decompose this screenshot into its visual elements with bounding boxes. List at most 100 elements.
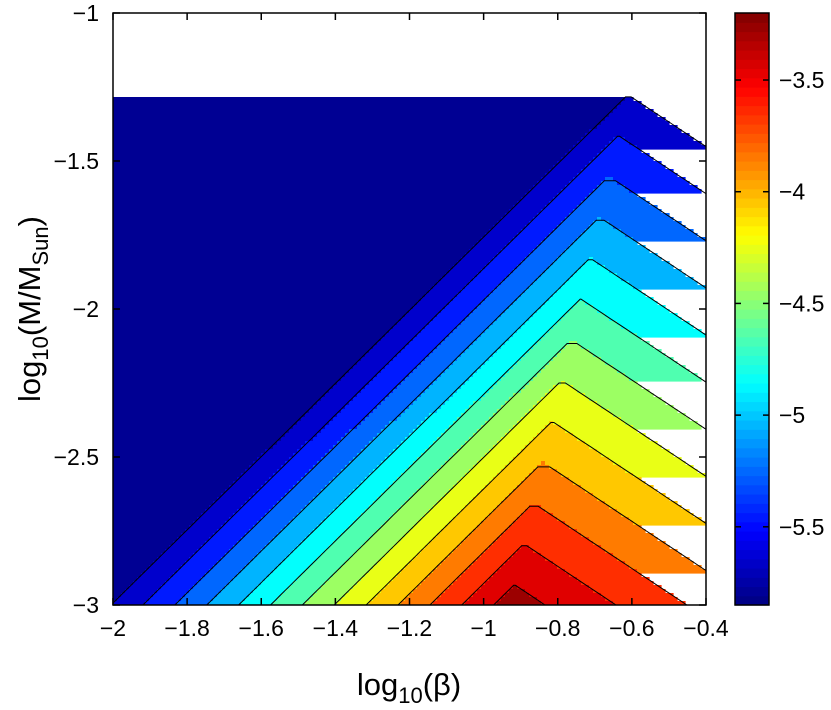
contour-cell [353, 553, 386, 558]
contour-line [113, 96, 706, 604]
contour-cell [281, 465, 314, 470]
contour-cell [353, 457, 386, 462]
contour-cell [449, 397, 482, 402]
contour-cell [113, 141, 578, 146]
contour-cell [385, 585, 418, 590]
contour-line [493, 584, 546, 605]
contour-cell [113, 125, 598, 130]
contour-cell [365, 417, 398, 422]
contour-cell [449, 269, 482, 274]
contour-cell [461, 321, 494, 326]
contour-cell [113, 217, 502, 222]
contour-cell [113, 385, 334, 390]
contour-cell [229, 549, 262, 554]
contour-cell [581, 581, 654, 586]
contour-cell [493, 257, 526, 262]
colorbar-swatch [735, 68, 769, 79]
contour-cell [113, 485, 230, 490]
contour-cell [313, 497, 346, 502]
contour-cell [625, 233, 698, 238]
contour-cell [465, 601, 498, 605]
contour-cell [545, 365, 614, 370]
contour-cell [541, 209, 574, 214]
contour-cell [113, 465, 250, 470]
contour-cell [473, 309, 506, 314]
contour-cell [577, 205, 658, 210]
contour-cell [273, 537, 306, 542]
contour-cell [601, 181, 618, 186]
colorbar-swatch [735, 142, 769, 153]
contour-cell [377, 593, 410, 598]
contour-cell [113, 389, 330, 394]
contour-cell [549, 389, 578, 394]
contour-cell [113, 513, 202, 518]
contour-cell [113, 165, 554, 170]
contour-cell [529, 381, 562, 386]
contour-cell [189, 525, 222, 530]
contour-cell [197, 581, 230, 586]
contour-cell [441, 497, 474, 502]
contour-cell [461, 385, 494, 390]
contour-cell [449, 521, 482, 526]
contour-cell [397, 353, 430, 358]
contour-cell [301, 573, 334, 578]
contour-cell [345, 593, 378, 598]
colorbar-swatch [735, 87, 769, 97]
contour-cell [401, 381, 434, 386]
x-axis: −2 −1.8 −1.6 −1.4 −1.2 −1 −0.8 −0.6 −0.4 [100, 13, 729, 641]
contour-cell [357, 581, 390, 586]
contour-cell [437, 469, 470, 474]
contour-cell [257, 457, 290, 462]
contour-cell [461, 289, 494, 294]
contour-cell [289, 489, 322, 494]
contour-cell [565, 345, 582, 350]
contour-cell [289, 457, 322, 462]
x-axis-label-sub: 10 [398, 683, 422, 708]
contour-cell [381, 401, 414, 406]
contour-cell [569, 213, 670, 218]
contour-cell [561, 189, 594, 194]
contour-cell [529, 285, 562, 290]
contour-cell [625, 185, 698, 190]
contour-cell [505, 497, 598, 502]
contour-cell [513, 489, 586, 494]
contour-cell [633, 425, 702, 430]
contour-cell [293, 485, 326, 490]
contour-cell [177, 537, 210, 542]
contour-cell [589, 225, 614, 230]
contour-cell [249, 593, 282, 598]
contour-cell [473, 401, 506, 406]
contour-cell [465, 441, 498, 446]
colorbar-swatch [735, 457, 769, 467]
contour-cell [369, 381, 402, 386]
contour-cell [521, 417, 622, 422]
contour-cell [517, 233, 550, 238]
contour-cell [309, 533, 342, 538]
contour-cell [113, 357, 362, 362]
contour-cell [529, 505, 542, 510]
contour-cell [457, 545, 490, 550]
contour-cell [561, 473, 634, 478]
contour-cell [477, 273, 510, 278]
contour-cell [509, 557, 546, 562]
contour-cell [521, 481, 574, 486]
contour-cell [217, 593, 250, 598]
contour-cell [113, 365, 354, 370]
contour-cell [349, 401, 382, 406]
contour-cell [433, 349, 466, 354]
contour-cell [525, 385, 554, 390]
contour-cell [113, 421, 298, 426]
contour-cell [421, 581, 454, 586]
contour-cell [501, 217, 534, 222]
contour-cell [637, 145, 706, 150]
contour-cell [169, 577, 202, 582]
contour-cell [305, 505, 338, 510]
contour-cell [457, 325, 490, 330]
colorbar-swatch [735, 207, 769, 218]
contour-cell [617, 369, 690, 374]
contour-cell [553, 385, 574, 390]
contour-cell [373, 345, 406, 350]
contour-cell [205, 573, 238, 578]
contour-cell [517, 421, 550, 426]
contour-cell [413, 493, 446, 498]
